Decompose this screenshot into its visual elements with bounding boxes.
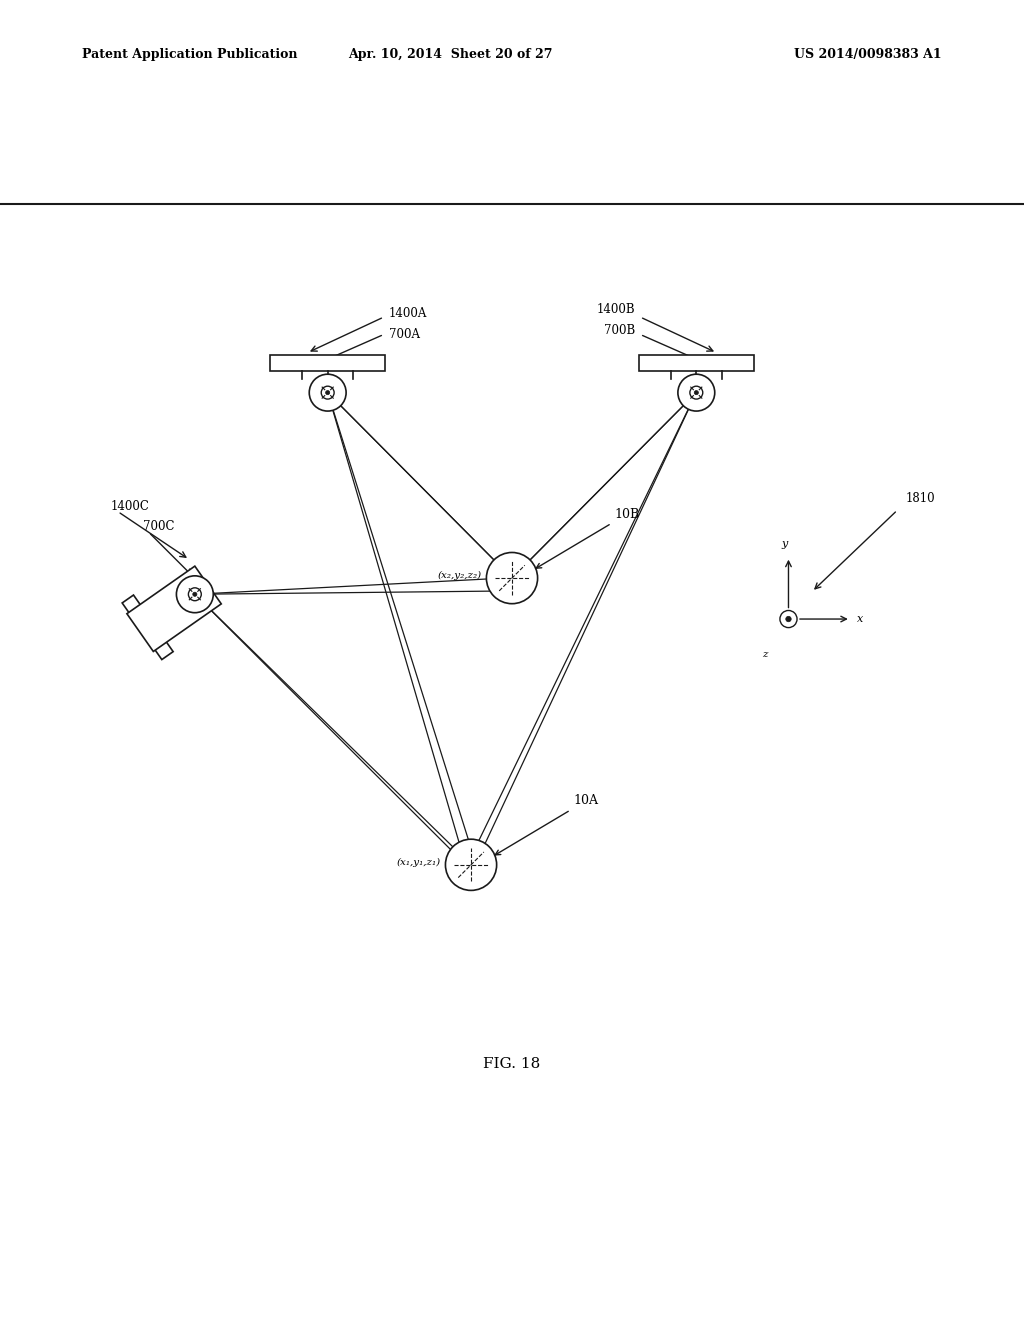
Text: 1400B: 1400B [596, 304, 635, 317]
Text: z: z [763, 649, 768, 659]
Polygon shape [127, 566, 221, 652]
Circle shape [690, 387, 702, 399]
Text: 1810: 1810 [905, 492, 935, 506]
Text: Apr. 10, 2014  Sheet 20 of 27: Apr. 10, 2014 Sheet 20 of 27 [348, 48, 553, 61]
Circle shape [326, 391, 330, 395]
Circle shape [785, 616, 792, 622]
Circle shape [694, 391, 698, 395]
Text: (x₁,y₁,z₁): (x₁,y₁,z₁) [396, 858, 440, 867]
Circle shape [445, 840, 497, 891]
Circle shape [678, 374, 715, 411]
Circle shape [188, 587, 202, 601]
Circle shape [193, 593, 197, 597]
Bar [270, 355, 385, 371]
Circle shape [780, 610, 797, 627]
Text: 1400A: 1400A [389, 308, 427, 321]
Text: 700C: 700C [143, 520, 175, 533]
Text: y: y [781, 539, 787, 549]
Text: 700B: 700B [603, 323, 635, 337]
Polygon shape [122, 595, 173, 660]
Text: 10A: 10A [496, 795, 598, 855]
Text: Patent Application Publication: Patent Application Publication [82, 48, 297, 61]
Circle shape [322, 387, 334, 399]
Circle shape [176, 576, 213, 612]
Text: 1400C: 1400C [111, 500, 150, 513]
Text: 700A: 700A [389, 327, 420, 341]
Text: (x₂,y₂,z₂): (x₂,y₂,z₂) [437, 572, 481, 579]
Text: x: x [856, 614, 863, 624]
Circle shape [309, 374, 346, 411]
Text: US 2014/0098383 A1: US 2014/0098383 A1 [795, 48, 942, 61]
Circle shape [486, 553, 538, 603]
Text: FIG. 18: FIG. 18 [483, 1057, 541, 1072]
Text: 10B: 10B [537, 508, 640, 568]
Bar [639, 355, 754, 371]
